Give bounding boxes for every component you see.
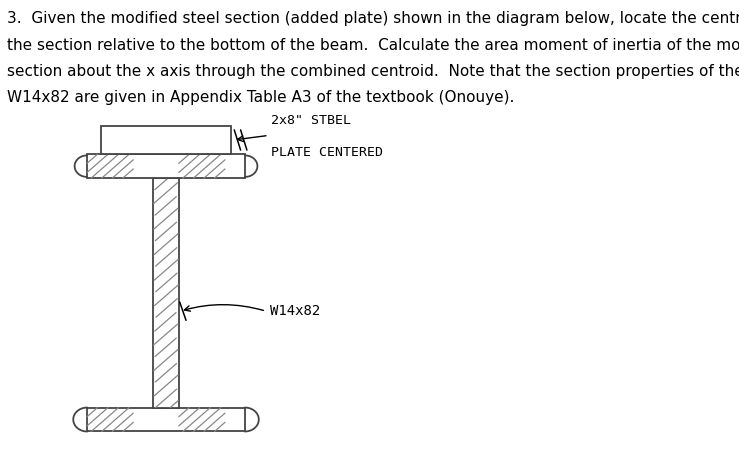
Text: the section relative to the bottom of the beam.  Calculate the area moment of in: the section relative to the bottom of th… bbox=[7, 38, 739, 53]
Text: W14x82 are given in Appendix Table A3 of the textbook (Onouye).: W14x82 are given in Appendix Table A3 of… bbox=[7, 90, 514, 105]
Text: 3.  Given the modified steel section (added plate) shown in the diagram below, l: 3. Given the modified steel section (add… bbox=[7, 11, 739, 27]
Text: 2x8" STBEL: 2x8" STBEL bbox=[271, 114, 352, 127]
Bar bbox=[87, 154, 245, 178]
Bar bbox=[87, 408, 245, 431]
Text: section about the x axis through the combined centroid.  Note that the section p: section about the x axis through the com… bbox=[7, 64, 739, 79]
Bar bbox=[154, 178, 179, 408]
Text: W14x82: W14x82 bbox=[270, 304, 321, 318]
Text: PLATE CENTERED: PLATE CENTERED bbox=[271, 146, 384, 159]
Bar bbox=[101, 126, 231, 154]
